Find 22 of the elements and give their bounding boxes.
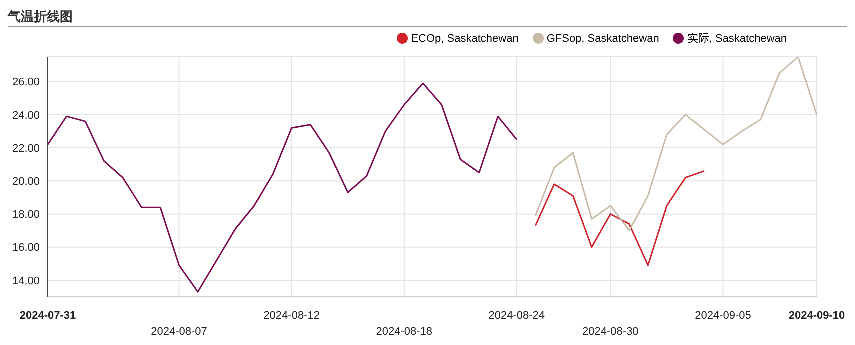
legend-label: ECOp, Saskatchewan [411,32,519,44]
y-tick-label: 14.00 [12,275,40,288]
y-tick-label: 26.00 [12,76,40,89]
x-tick-label: 2024-08-07 [151,326,208,338]
x-tick-label: 2024-09-10 [788,310,846,322]
y-tick-label: 24.00 [12,110,40,122]
y-tick-label: 16.00 [12,242,40,254]
y-tick-label: 22.00 [12,142,40,155]
line-series [48,82,518,293]
line-series [534,57,817,232]
y-tick-label: 18.00 [12,209,40,222]
x-tick-label: 2024-08-12 [264,310,320,322]
x-tick-label: 2024-09-05 [695,310,752,322]
chart-title: 气温折线图 [8,8,847,27]
legend-label: 实际, Saskatchewan [687,32,787,46]
x-tick-label: 2024-08-30 [582,326,639,338]
legend-label: GFSop, Saskatchewan [546,32,660,44]
x-tick-label: 2024-08-24 [488,310,546,322]
x-tick-label: 2024-07-31 [20,310,76,322]
line-series [534,170,706,266]
y-tick-label: 20.00 [12,176,40,188]
x-tick-label: 2024-08-18 [376,326,433,338]
